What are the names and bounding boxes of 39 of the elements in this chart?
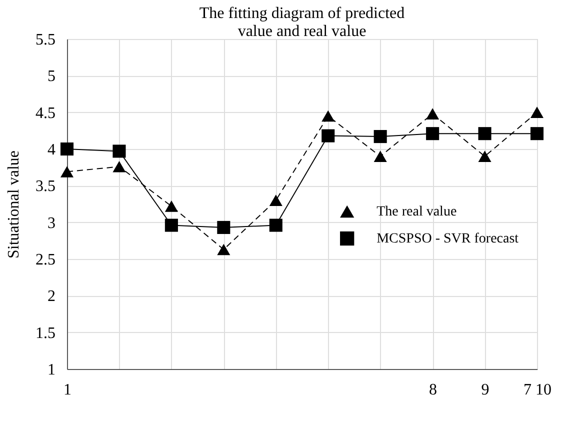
y-axis-title: Situational value — [6, 150, 22, 258]
text: The fitting diagram of predicted — [199, 5, 405, 22]
y-tick-label: 2 — [48, 288, 56, 306]
point — [217, 244, 230, 256]
point — [322, 129, 335, 142]
y-tick-label: 3 — [48, 214, 56, 232]
point — [112, 160, 126, 172]
point — [426, 108, 440, 120]
point — [478, 150, 492, 162]
text: value and real value — [238, 23, 366, 40]
y-tick-label: 3.5 — [36, 178, 56, 196]
y-tick-label: 5 — [48, 68, 56, 86]
point — [530, 106, 544, 118]
point — [478, 127, 492, 140]
point — [60, 142, 74, 156]
point — [164, 200, 178, 212]
point — [374, 130, 387, 144]
point — [217, 220, 230, 234]
y-tick-label: 4.5 — [36, 104, 56, 122]
point — [269, 218, 282, 232]
point — [269, 194, 282, 206]
point — [164, 218, 178, 232]
x-tick-label: 9 — [481, 382, 490, 398]
y-tick-label: 1.5 — [36, 324, 56, 342]
x-tick-label: 7 10 — [524, 382, 552, 398]
point — [530, 127, 544, 140]
point — [426, 127, 440, 140]
point — [112, 144, 126, 158]
legend-label: The real value — [376, 204, 457, 220]
y-tick-label: 4 — [48, 142, 56, 158]
point — [60, 166, 74, 178]
point — [374, 150, 387, 162]
y-tick-label: 2.5 — [36, 252, 56, 268]
x-tick-label: 1 — [64, 382, 72, 398]
point — [322, 110, 335, 122]
x-tick-label: 8 — [429, 382, 438, 398]
y-tick-label: 1 — [48, 362, 56, 378]
y-tick-label: 5.5 — [36, 32, 56, 48]
legend-label: MCSPSO - SVR forecast — [376, 232, 519, 246]
